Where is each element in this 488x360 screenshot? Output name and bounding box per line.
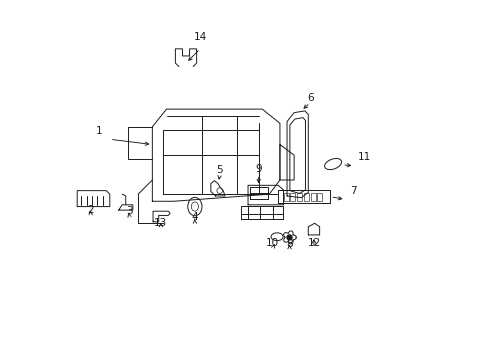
Text: 6: 6 (306, 93, 313, 103)
Text: 12: 12 (307, 238, 320, 248)
Bar (284, 193, 288, 201)
Text: 8: 8 (285, 239, 292, 249)
Text: 7: 7 (349, 186, 356, 196)
Text: 3: 3 (126, 206, 132, 216)
Text: 4: 4 (191, 212, 198, 222)
Circle shape (286, 235, 291, 240)
Text: 2: 2 (87, 206, 94, 215)
Bar (303, 193, 308, 201)
Text: 14: 14 (193, 32, 206, 42)
Text: 5: 5 (216, 165, 223, 175)
Bar (317, 193, 322, 201)
Text: 9: 9 (255, 164, 262, 174)
Bar (290, 193, 295, 201)
Text: 13: 13 (154, 218, 167, 228)
Bar (310, 193, 315, 201)
Bar (296, 193, 301, 201)
Text: 10: 10 (266, 238, 279, 248)
Text: 11: 11 (357, 152, 370, 162)
Text: 1: 1 (96, 126, 102, 136)
